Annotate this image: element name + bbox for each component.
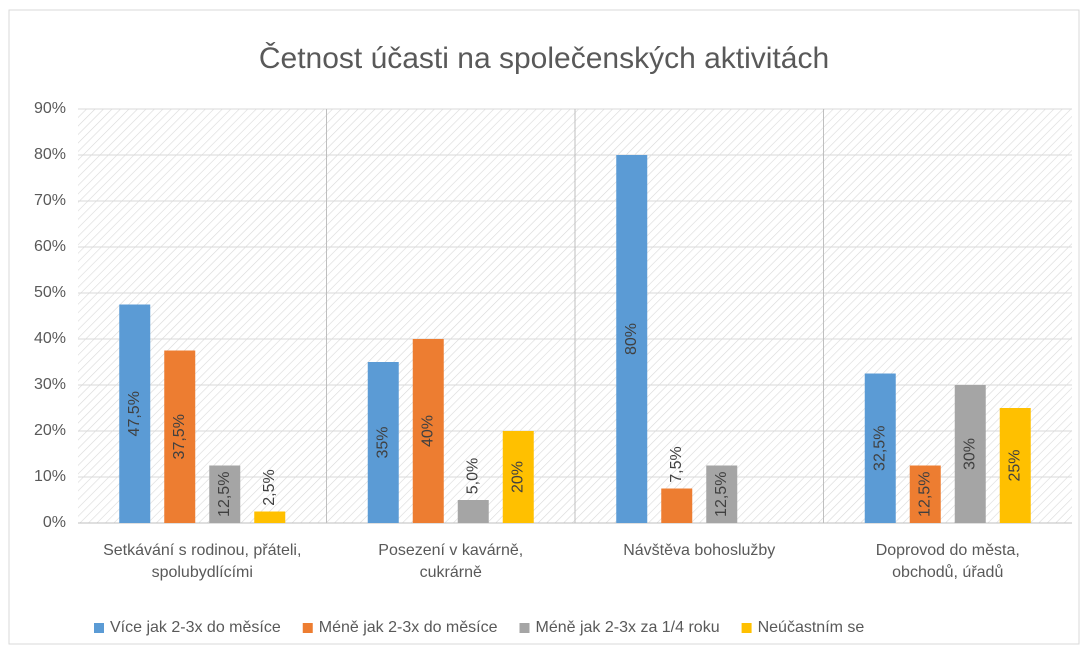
y-tick-label: 90%	[34, 100, 66, 117]
y-tick-label: 80%	[34, 146, 66, 163]
bar	[119, 304, 151, 523]
bar	[367, 362, 399, 523]
y-tick-label: 50%	[34, 284, 66, 301]
bar	[209, 465, 241, 523]
data-label: 5,0%	[464, 458, 481, 494]
data-label: 25%	[1006, 449, 1023, 481]
legend-swatch	[302, 623, 313, 633]
data-label: 80%	[623, 323, 640, 355]
legend-label: Méně jak 2-3x do měsíce	[319, 619, 498, 636]
y-tick-label: 60%	[34, 238, 66, 255]
bar	[254, 511, 286, 523]
x-tick-label: Návštěva bohoslužby	[623, 542, 775, 559]
data-label: 12,5%	[216, 472, 233, 517]
data-label: 30%	[961, 438, 978, 470]
bar	[909, 465, 941, 523]
bar	[502, 431, 534, 523]
y-tick-label: 20%	[34, 422, 66, 439]
data-label: 37,5%	[171, 414, 188, 459]
data-label: 32,5%	[871, 426, 888, 471]
data-label: 2,5%	[261, 469, 278, 505]
y-tick-label: 10%	[34, 468, 66, 485]
data-label: 12,5%	[916, 472, 933, 517]
bar	[457, 500, 489, 523]
y-tick-label: 0%	[43, 514, 66, 531]
legend-label: Méně jak 2-3x za 1/4 roku	[536, 619, 720, 636]
legend-swatch	[94, 623, 104, 633]
legend-label: Více jak 2-3x do měsíce	[110, 619, 281, 636]
bar	[954, 385, 986, 523]
y-tick-label: 30%	[34, 376, 66, 393]
legend-swatch	[519, 623, 530, 633]
bar	[706, 465, 738, 523]
bar	[864, 373, 896, 523]
chart-title: Četnost účasti na společenských aktivitá…	[259, 41, 829, 75]
bar	[412, 339, 444, 523]
y-tick-label: 40%	[34, 330, 66, 347]
legend: Více jak 2-3x do měsíce Méně jak 2-3x do …	[94, 619, 864, 636]
bar	[164, 350, 196, 523]
bar	[661, 488, 693, 523]
legend-label: Neúčastním se	[758, 619, 865, 636]
data-label: 40%	[419, 415, 436, 447]
legend-swatch	[741, 623, 752, 633]
data-label: 47,5%	[126, 391, 143, 436]
data-label: 7,5%	[668, 446, 685, 482]
y-tick-label: 70%	[34, 192, 66, 209]
bar	[616, 155, 648, 523]
bar	[999, 408, 1031, 523]
x-tick-label: Setkávání s rodinou, přáteli, spolubydlíc…	[103, 542, 301, 581]
x-tick-label: Posezení v kavárně, cukrárně	[378, 542, 523, 581]
x-tick-label: Doprovod do města, obchodů, úřadů	[876, 542, 1020, 581]
data-label: 35%	[374, 426, 391, 458]
data-label: 20%	[509, 461, 526, 493]
data-label: 12,5%	[713, 472, 730, 517]
